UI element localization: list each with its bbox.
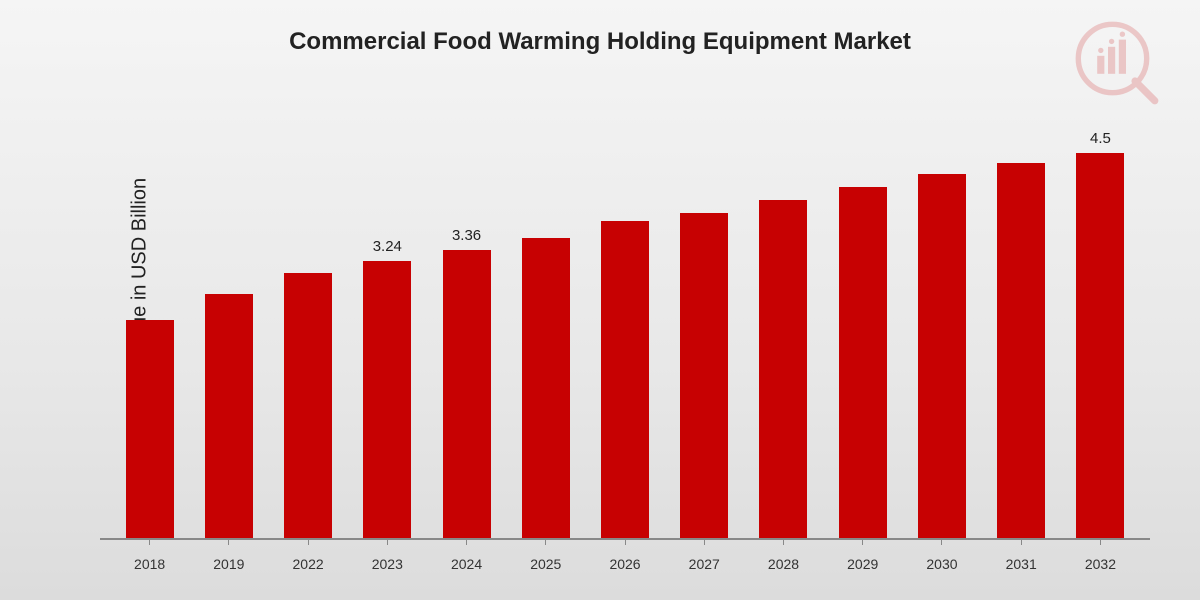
tick-mark bbox=[704, 538, 705, 545]
tick-mark bbox=[941, 538, 942, 545]
tick-mark bbox=[1021, 538, 1022, 545]
bar bbox=[680, 213, 728, 538]
tick-mark bbox=[387, 538, 388, 545]
tick-mark bbox=[228, 538, 229, 545]
bar-wrapper bbox=[268, 110, 347, 538]
x-tick-label: 2028 bbox=[744, 556, 823, 572]
bar bbox=[839, 187, 887, 538]
x-tick-label: 2018 bbox=[110, 556, 189, 572]
chart-plot-area: 3.24 3.36 4.5 bbox=[100, 110, 1150, 540]
bars-container: 3.24 3.36 4.5 bbox=[100, 110, 1150, 538]
tick-mark bbox=[466, 538, 467, 545]
x-axis: 2018201920222023202420252026202720282029… bbox=[100, 556, 1150, 572]
bar-wrapper bbox=[744, 110, 823, 538]
bar-value-label: 3.36 bbox=[452, 227, 481, 244]
x-tick-label: 2026 bbox=[585, 556, 664, 572]
bar bbox=[997, 163, 1045, 538]
bar bbox=[126, 320, 174, 538]
tick-mark bbox=[545, 538, 546, 545]
bar-wrapper: 3.24 bbox=[348, 110, 427, 538]
bar-wrapper: 4.5 bbox=[1061, 110, 1140, 538]
watermark-logo bbox=[1072, 18, 1162, 108]
tick-mark bbox=[625, 538, 626, 545]
bar bbox=[601, 221, 649, 538]
bar bbox=[1076, 153, 1124, 538]
x-tick-label: 2023 bbox=[348, 556, 427, 572]
tick-mark bbox=[1100, 538, 1101, 545]
x-tick-label: 2024 bbox=[427, 556, 506, 572]
x-tick-label: 2030 bbox=[902, 556, 981, 572]
bar bbox=[759, 200, 807, 538]
x-tick-label: 2029 bbox=[823, 556, 902, 572]
bar-wrapper bbox=[110, 110, 189, 538]
bar-wrapper bbox=[902, 110, 981, 538]
x-tick-label: 2031 bbox=[982, 556, 1061, 572]
bar bbox=[918, 174, 966, 538]
bar bbox=[443, 250, 491, 538]
tick-mark bbox=[783, 538, 784, 545]
x-tick-label: 2032 bbox=[1061, 556, 1140, 572]
bar-wrapper bbox=[665, 110, 744, 538]
bar-value-label: 3.24 bbox=[373, 238, 402, 255]
x-tick-label: 2019 bbox=[189, 556, 268, 572]
tick-mark bbox=[308, 538, 309, 545]
bar bbox=[363, 261, 411, 538]
x-tick-label: 2025 bbox=[506, 556, 585, 572]
tick-mark bbox=[149, 538, 150, 545]
bar-wrapper bbox=[823, 110, 902, 538]
chart-title: Commercial Food Warming Holding Equipmen… bbox=[0, 0, 1200, 56]
bar-wrapper: 3.36 bbox=[427, 110, 506, 538]
bar-wrapper bbox=[585, 110, 664, 538]
x-tick-label: 2027 bbox=[665, 556, 744, 572]
tick-mark bbox=[862, 538, 863, 545]
x-tick-label: 2022 bbox=[268, 556, 347, 572]
bar-wrapper bbox=[506, 110, 585, 538]
bar-wrapper bbox=[982, 110, 1061, 538]
bar-wrapper bbox=[189, 110, 268, 538]
bar bbox=[284, 273, 332, 538]
bar bbox=[522, 238, 570, 538]
bar bbox=[205, 294, 253, 538]
bar-value-label: 4.5 bbox=[1090, 130, 1111, 147]
